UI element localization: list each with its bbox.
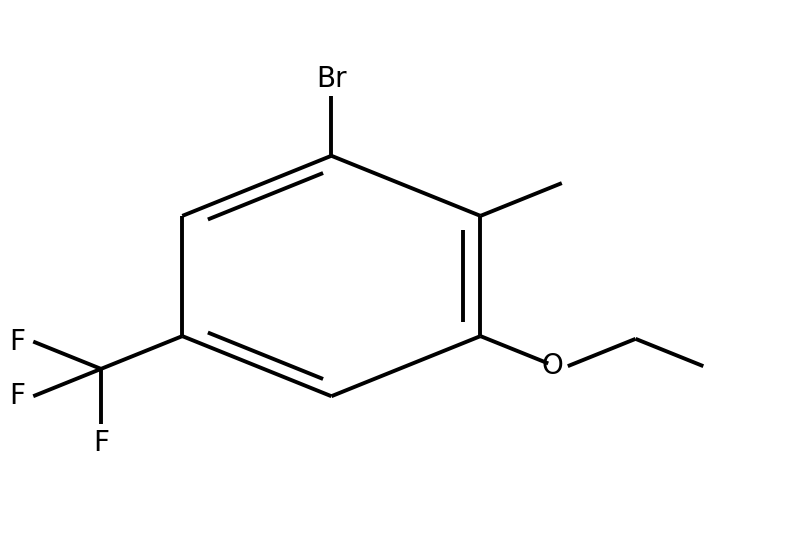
Text: F: F	[9, 327, 25, 355]
Text: F: F	[9, 382, 25, 410]
Text: F: F	[93, 429, 109, 457]
Text: Br: Br	[316, 65, 347, 93]
Text: O: O	[541, 352, 563, 380]
